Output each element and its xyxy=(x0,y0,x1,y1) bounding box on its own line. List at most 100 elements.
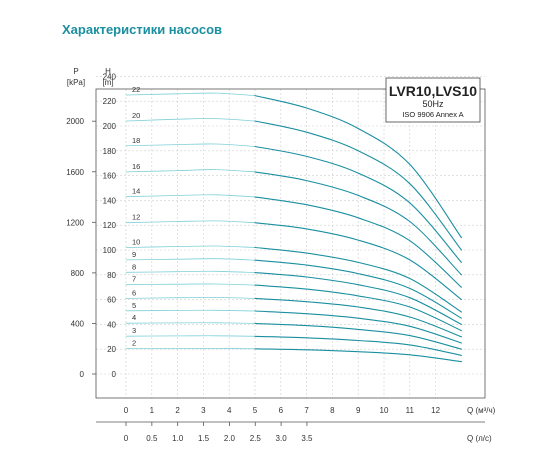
pump-curve-low-flow xyxy=(125,118,256,122)
y-right-tick-label: 20 xyxy=(107,345,116,354)
pump-curve-low-flow xyxy=(125,245,256,248)
curve-label: 7 xyxy=(132,275,136,284)
x2-axis-label: Q (л/с) xyxy=(467,434,492,443)
y-right-tick-label: 60 xyxy=(107,296,116,305)
y-right-tick-label: 220 xyxy=(103,97,117,106)
x2-tick-label: 2.5 xyxy=(250,434,262,443)
y-left-axis-label: P xyxy=(73,67,78,76)
x-tick-label: 7 xyxy=(304,406,309,415)
curve-label: 20 xyxy=(132,111,140,120)
x2-tick-label: 3.5 xyxy=(301,434,313,443)
pump-curve xyxy=(254,348,462,363)
y-left-tick-label: 1600 xyxy=(66,168,84,177)
y-right-axis-unit: [m] xyxy=(102,78,113,87)
x-tick-label: 12 xyxy=(431,406,440,415)
curve-label: 18 xyxy=(132,136,140,145)
y-left-axis-unit: [kPa] xyxy=(67,78,85,87)
pump-curve-low-flow xyxy=(125,322,256,324)
curve-label: 14 xyxy=(132,187,140,196)
chart-standard: ISO 9906 Annex A xyxy=(402,110,463,119)
y-right-tick-label: 180 xyxy=(103,147,117,156)
x2-tick-label: 1.0 xyxy=(172,434,184,443)
y-left-tick-label: 0 xyxy=(80,370,85,379)
legend-box: LVR10,LVS10 50Hz ISO 9906 Annex A xyxy=(385,77,481,123)
x2-tick-label: 1.5 xyxy=(198,434,210,443)
pump-curve-low-flow xyxy=(125,297,256,299)
y-right-tick-label: 40 xyxy=(107,320,116,329)
pump-curve xyxy=(254,335,462,356)
x2-tick-label: 3.0 xyxy=(276,434,288,443)
pump-curve xyxy=(254,145,462,263)
x-tick-label: 2 xyxy=(175,406,180,415)
curve-label: 12 xyxy=(132,213,140,222)
curve-label: 6 xyxy=(132,288,136,297)
y-right-tick-label: 120 xyxy=(103,221,117,230)
tick-label-layer: 0 1 2 3 4 5 6 7 8 9 10 11 120 0.5 1.0 1.5 2.0 2.5 3.0 3.502… xyxy=(66,72,440,443)
pump-curve xyxy=(254,284,462,332)
pump-curve-low-flow xyxy=(125,220,256,224)
x-tick-label: 4 xyxy=(227,406,232,415)
y-left-tick-label: 1200 xyxy=(66,218,84,227)
x-tick-label: 5 xyxy=(253,406,258,415)
curve-label: 3 xyxy=(132,326,136,335)
pump-curve xyxy=(254,322,462,350)
pump-curve-low-flow xyxy=(125,335,256,337)
curve-label: 8 xyxy=(132,262,136,271)
x-tick-label: 11 xyxy=(406,406,415,415)
curve-label: 5 xyxy=(132,301,136,310)
y-right-tick-label: 200 xyxy=(103,122,117,131)
y-left-tick-label: 800 xyxy=(71,269,85,278)
y-right-tick-label: 100 xyxy=(103,246,117,255)
pump-curve-low-flow xyxy=(125,143,256,147)
x-tick-label: 1 xyxy=(150,406,155,415)
y-right-tick-label: 0 xyxy=(112,370,117,379)
curve-label: 4 xyxy=(132,313,136,322)
pump-curve-low-flow xyxy=(125,270,256,273)
pump-curve-low-flow xyxy=(125,309,256,312)
x-tick-label: 8 xyxy=(330,406,335,415)
y-right-tick-label: 140 xyxy=(103,196,117,205)
pump-curve xyxy=(254,95,462,239)
curve-label: 2 xyxy=(132,339,136,348)
x-tick-label: 3 xyxy=(201,406,206,415)
pump-curve xyxy=(254,246,462,313)
pump-curve xyxy=(254,272,462,325)
pump-curve xyxy=(254,297,462,338)
pump-curve xyxy=(254,222,462,301)
pump-curve xyxy=(254,310,462,344)
chart-frequency: 50Hz xyxy=(422,99,444,109)
x-axis-label: Q (м³/ч) xyxy=(467,406,496,415)
x2-tick-label: 0 xyxy=(124,434,129,443)
y-right-axis-label: H xyxy=(105,67,111,76)
pump-curve-low-flow xyxy=(125,283,256,286)
pump-curve xyxy=(254,196,462,288)
pump-curve-low-flow xyxy=(125,258,256,261)
pump-curve-low-flow xyxy=(125,92,256,96)
curve-label: 22 xyxy=(132,85,140,94)
y-right-tick-label: 80 xyxy=(107,271,116,280)
curve-layer xyxy=(125,92,462,363)
curve-label: 16 xyxy=(132,162,140,171)
y-left-tick-label: 2000 xyxy=(66,117,84,126)
x2-tick-label: 2.0 xyxy=(224,434,236,443)
plot-frame xyxy=(95,88,486,399)
chart-title: LVR10,LVS10 xyxy=(389,83,477,99)
chart-frame xyxy=(95,88,486,423)
x-tick-label: 10 xyxy=(380,406,389,415)
pump-curve xyxy=(254,171,462,276)
x2-tick-label: 0.5 xyxy=(146,434,158,443)
x-tick-label: 6 xyxy=(279,406,284,415)
x-tick-label: 9 xyxy=(356,406,361,415)
pump-curve-low-flow xyxy=(125,169,256,173)
y-right-tick-label: 240 xyxy=(103,72,117,81)
curve-label: 9 xyxy=(132,250,136,259)
pump-curve-low-flow xyxy=(125,194,256,198)
legend-box-frame xyxy=(385,77,481,123)
y-right-tick-label: 160 xyxy=(103,172,117,181)
page-title: Характеристики насосов xyxy=(62,22,223,37)
y-left-tick-label: 400 xyxy=(71,319,85,328)
pump-curve xyxy=(254,259,462,319)
curve-label: 10 xyxy=(132,238,140,247)
x-tick-label: 0 xyxy=(124,406,129,415)
